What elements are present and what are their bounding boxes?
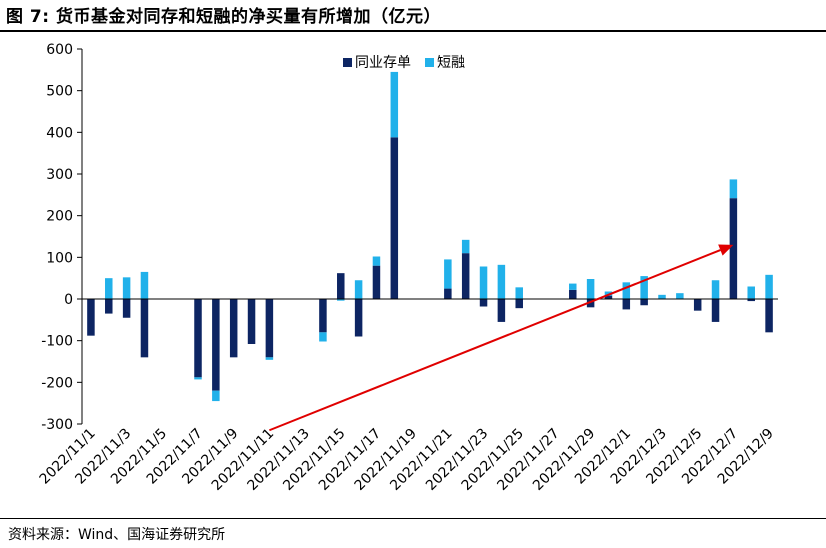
bar-cp xyxy=(265,357,274,360)
y-tick-label: -100 xyxy=(41,334,73,350)
bar-cp xyxy=(586,279,595,299)
bar-ncd xyxy=(212,299,220,391)
legend: 同业存单 短融 xyxy=(343,55,465,71)
legend-label-ncd: 同业存单 xyxy=(355,55,411,71)
y-tick-label: 400 xyxy=(46,125,73,141)
y-tick-label: -300 xyxy=(41,417,73,433)
bar-ncd xyxy=(444,288,452,299)
bar-ncd xyxy=(354,299,363,337)
bar-ncd xyxy=(337,273,345,299)
bar-ncd xyxy=(622,299,631,310)
bar-cp xyxy=(765,274,773,299)
y-tick-label: 100 xyxy=(46,250,73,266)
bar-ncd xyxy=(461,253,470,299)
bar-cp xyxy=(711,280,720,299)
source-divider xyxy=(0,518,826,519)
bar-cp xyxy=(515,287,523,299)
bar-ncd xyxy=(265,299,274,358)
chart-title: 图 7: 货币基金对同存和短融的净买量有所增加（亿元） xyxy=(6,7,441,27)
bar-cp xyxy=(569,283,577,290)
source-note: 资料来源：Wind、国海证券研究所 xyxy=(8,527,226,543)
bar-ncd xyxy=(229,299,238,358)
title-divider xyxy=(0,30,826,32)
bar-ncd xyxy=(747,299,755,302)
y-axis: -300 -200 -100 0 100 200 300 400 500 600 xyxy=(41,42,83,433)
bar-ncd xyxy=(479,299,488,307)
bar-ncd xyxy=(515,299,523,309)
bar-ncd xyxy=(693,299,702,311)
bar-cp xyxy=(676,293,684,299)
bar-ncd xyxy=(729,198,738,299)
bar-cp xyxy=(372,256,381,266)
y-tick-label: 0 xyxy=(64,292,73,308)
bar-cp xyxy=(497,264,506,299)
bar-ncd xyxy=(640,299,648,306)
bar-ncd xyxy=(604,295,613,299)
bar-ncd xyxy=(586,299,595,308)
bar-ncd xyxy=(247,299,256,344)
bar-ncd xyxy=(87,299,95,336)
bar-cp xyxy=(354,280,363,299)
legend-swatch-ncd xyxy=(343,58,352,67)
bar-ncd xyxy=(711,299,720,322)
bar-ncd xyxy=(390,137,399,299)
bar-cp xyxy=(122,277,131,299)
bar-ncd xyxy=(319,299,327,333)
legend-label-cp: 短融 xyxy=(437,55,465,71)
bar-ncd xyxy=(497,299,506,322)
bar-ncd xyxy=(765,299,773,333)
bar-cp xyxy=(479,266,488,299)
bars xyxy=(87,71,773,402)
bar-ncd xyxy=(105,299,113,314)
bar-cp xyxy=(461,239,470,254)
bar-ncd xyxy=(372,265,381,299)
bar-cp xyxy=(622,282,631,299)
trend-arrow-head xyxy=(718,244,734,256)
bar-cp xyxy=(658,294,666,299)
y-tick-label: -200 xyxy=(41,375,73,391)
bar-ncd xyxy=(122,299,131,318)
y-tick-label: 600 xyxy=(46,42,73,58)
bar-cp xyxy=(390,71,399,138)
annotations xyxy=(269,244,734,432)
bar-cp xyxy=(640,276,648,299)
bar-cp xyxy=(212,390,220,402)
bar-cp xyxy=(729,179,738,199)
y-tick-label: 200 xyxy=(46,209,73,225)
bar-cp xyxy=(337,299,345,301)
trend-arrow-line xyxy=(269,249,721,432)
bar-cp xyxy=(194,377,202,380)
bar-cp xyxy=(105,278,113,299)
bar-cp xyxy=(140,271,149,299)
bar-ncd xyxy=(194,299,202,378)
bar-cp xyxy=(444,259,452,289)
x-axis: 2022/11/12022/11/32022/11/52022/11/72022… xyxy=(37,426,777,494)
bar-cp xyxy=(319,332,327,342)
y-tick-label: 500 xyxy=(46,84,73,100)
bar-ncd xyxy=(140,299,149,358)
bar-cp xyxy=(747,286,755,299)
legend-swatch-cp xyxy=(425,58,434,67)
bar-ncd xyxy=(569,289,577,299)
y-tick-label: 300 xyxy=(46,167,73,183)
bar-cp xyxy=(604,291,613,296)
